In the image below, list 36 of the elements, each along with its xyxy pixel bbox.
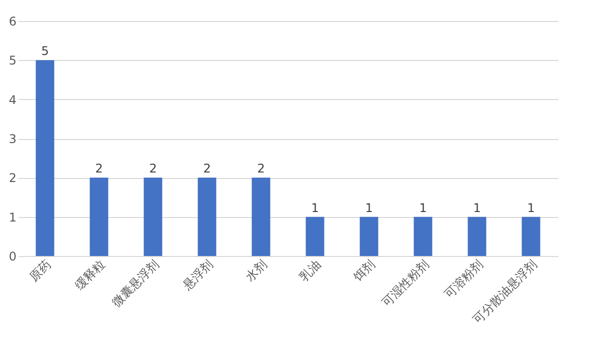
x-tick-label: 悬浮剂 [179, 257, 216, 294]
data-label: 2 [203, 162, 211, 176]
y-tick-label: 3 [8, 132, 16, 146]
bar [360, 216, 378, 256]
y-tick-label: 2 [8, 171, 16, 186]
x-tick-label: 乳油 [296, 257, 324, 284]
x-tick-label: 可溶粉剂 [442, 257, 486, 301]
bar [144, 178, 162, 256]
y-tick-label: 6 [8, 14, 16, 28]
x-tick-label: 原药 [26, 257, 54, 284]
data-label: 5 [41, 44, 49, 58]
bar [306, 216, 324, 256]
bar [522, 216, 540, 256]
data-label: 2 [257, 162, 265, 176]
bar [414, 216, 432, 256]
y-tick-label: 1 [8, 210, 16, 224]
data-label: 1 [473, 200, 481, 215]
x-tick-label: 饵剂 [350, 257, 378, 285]
data-label: 2 [95, 162, 103, 176]
data-label: 1 [527, 200, 535, 215]
x-tick-label: 可湿性粉剂 [379, 257, 432, 310]
y-tick-label: 4 [8, 92, 16, 107]
y-tick-label: 5 [8, 54, 16, 68]
bar [252, 178, 270, 256]
y-tick-label: 0 [8, 250, 16, 264]
data-label: 1 [419, 200, 427, 215]
bar [90, 178, 108, 256]
x-tick-label: 微囊悬浮剂 [109, 257, 162, 310]
data-label: 2 [149, 162, 157, 176]
data-label: 1 [365, 200, 373, 215]
bar [36, 60, 54, 256]
bar [198, 178, 216, 256]
x-tick-label: 水剂 [242, 257, 270, 284]
data-label: 1 [311, 200, 319, 215]
x-tick-label: 缓释粒 [72, 257, 108, 292]
bar [468, 216, 486, 256]
